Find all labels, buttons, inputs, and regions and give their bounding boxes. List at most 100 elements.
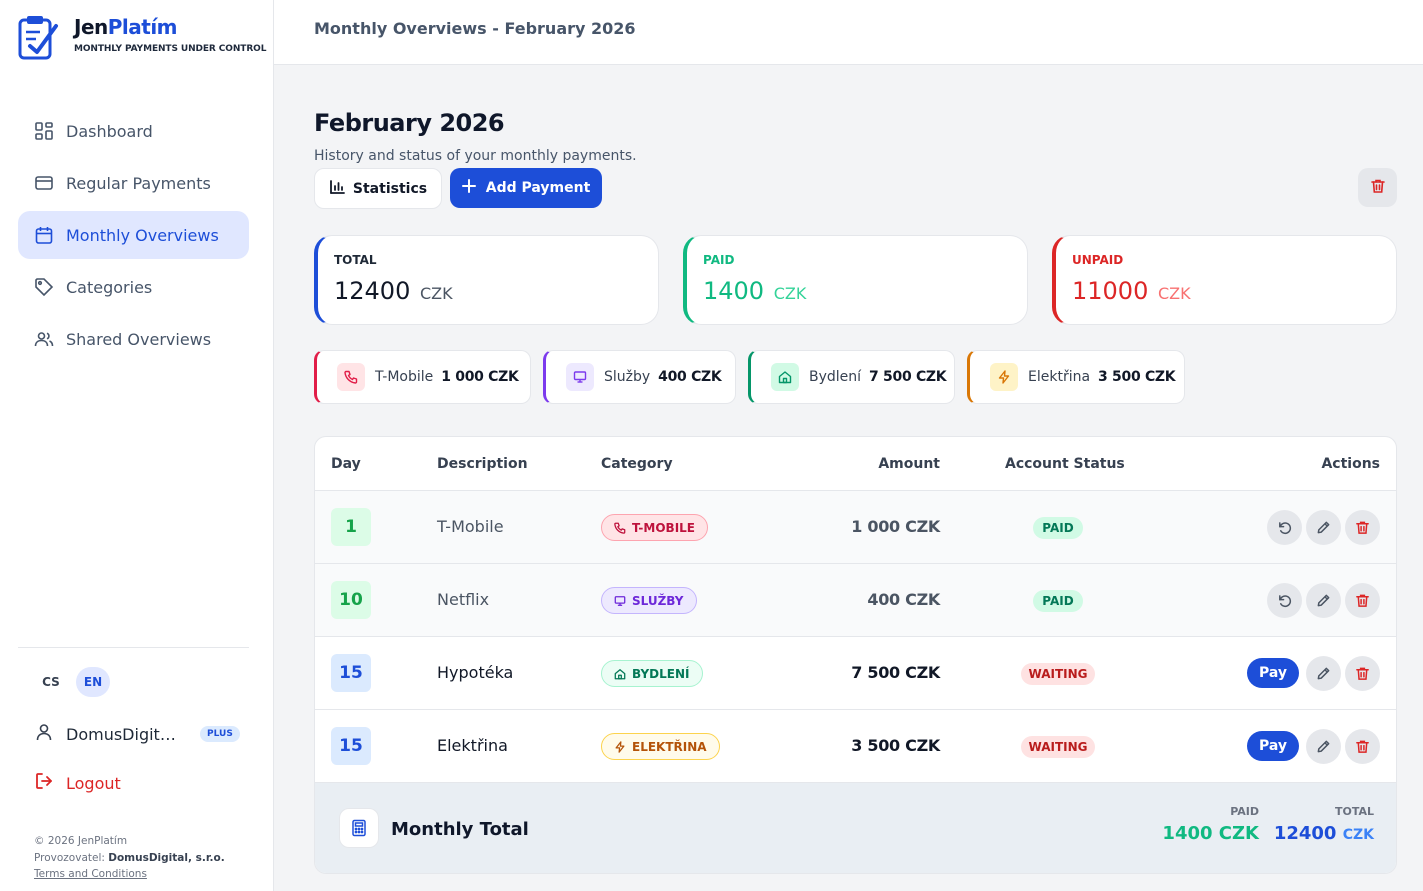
category-card-sluzby[interactable]: Služby 400 CZK [543,350,736,404]
monitor-icon [566,363,594,391]
edit-button[interactable] [1306,656,1341,691]
col-category: Category [601,456,673,472]
row-actions [1267,583,1380,618]
row-amount: 7 500 CZK [851,663,940,682]
row-description: T-Mobile [437,517,504,536]
operator-line: Provozovatel: DomusDigital, s.r.o. [34,851,225,864]
delete-button[interactable] [1345,583,1380,618]
delete-button[interactable] [1345,510,1380,545]
col-day: Day [331,456,361,472]
delete-overview-button[interactable] [1358,168,1397,207]
logout-button[interactable]: Logout [34,771,121,795]
total-card: TOTAL 12400 CZK [314,235,659,325]
pay-button[interactable]: Pay [1247,658,1299,688]
statistics-label: Statistics [352,180,428,197]
footer-paid-value: 1400 CZK [1162,823,1259,844]
add-payment-button[interactable]: Add Payment [450,168,602,208]
checklist-logo-icon [18,16,58,60]
row-actions [1267,510,1380,545]
table-header: Day Description Category Amount Account … [315,437,1396,491]
day-badge: 15 [331,654,371,692]
phone-icon [614,522,626,534]
trash-icon [1356,667,1369,680]
row-description: Netflix [437,590,490,609]
page-subtitle: History and status of your monthly payme… [314,148,637,164]
delete-button[interactable] [1345,729,1380,764]
edit-button[interactable] [1306,510,1341,545]
home-icon [771,363,799,391]
sidebar-item-label: Categories [66,277,153,297]
footer-total: TOTAL 12400 CZK [1274,805,1374,844]
sidebar-item-categories[interactable]: Categories [18,263,249,311]
home-icon [614,668,626,679]
category-card-tmobile[interactable]: T-Mobile 1 000 CZK [314,350,531,404]
undo-payment-button[interactable] [1267,510,1302,545]
category-badge: T-MOBILE [601,514,708,541]
category-badge: BYDLENÍ [601,660,703,687]
edit-button[interactable] [1306,729,1341,764]
statistics-button[interactable]: Statistics [314,168,442,209]
status-badge: WAITING [1021,663,1095,685]
table-row: 10 Netflix SLUŽBY 400 CZK PAID [315,564,1396,637]
undo-payment-button[interactable] [1267,583,1302,618]
status-badge: PAID [1033,517,1083,539]
total-value: 12400 CZK [334,277,453,305]
category-amount: 1 000 CZK [441,369,519,385]
lang-en-button[interactable]: EN [76,667,110,697]
col-description: Description [437,456,528,472]
pencil-icon [1317,667,1330,680]
logo[interactable]: JenPlatím MONTHLY PAYMENTS UNDER CONTROL [18,14,266,60]
logout-label: Logout [66,773,121,793]
day-badge: 15 [331,727,371,765]
category-name: Služby [604,369,651,385]
sidebar-item-label: Dashboard [66,121,153,141]
category-badge: SLUŽBY [601,587,697,614]
brand-name: JenPlatím [74,15,178,39]
lang-cs-button[interactable]: CS [42,675,60,689]
category-card-bydleni[interactable]: Bydlení 7 500 CZK [748,350,955,404]
sidebar-nav: Dashboard Regular Payments Monthly Overv… [18,107,249,367]
breadcrumb: Monthly Overviews - February 2026 [314,19,636,38]
footer-total-value: 12400 CZK [1273,823,1374,844]
unpaid-label: UNPAID [1072,253,1124,267]
sidebar-item-dashboard[interactable]: Dashboard [18,107,249,155]
monitor-icon [614,595,626,606]
delete-button[interactable] [1345,656,1380,691]
paid-label: PAID [703,253,735,267]
top-bar: Monthly Overviews - February 2026 [274,0,1423,65]
terms-link[interactable]: Terms and Conditions [34,868,147,880]
row-amount: 400 CZK [867,590,940,609]
status-badge: WAITING [1021,736,1095,758]
edit-button[interactable] [1306,583,1341,618]
footer-total-label: TOTAL [1334,805,1374,818]
logout-icon [34,771,54,795]
paid-value: 1400 CZK [703,277,807,305]
paid-card: PAID 1400 CZK [683,235,1028,325]
lightning-icon [615,740,625,753]
category-name: T-Mobile [375,369,434,385]
total-label: TOTAL [334,253,377,267]
col-status: Account Status [1005,456,1125,472]
sidebar-item-monthly-overviews[interactable]: Monthly Overviews [18,211,249,259]
pay-button[interactable]: Pay [1247,731,1299,761]
unpaid-card: UNPAID 11000 CZK [1052,235,1397,325]
trash-icon [1356,594,1369,607]
monthly-total-footer: Monthly Total PAID 1400 CZK TOTAL 12400 … [315,783,1396,873]
brand-tagline: MONTHLY PAYMENTS UNDER CONTROL [74,44,267,54]
page-title: February 2026 [314,109,505,137]
trash-icon [1356,740,1369,753]
category-card-elektrina[interactable]: Elektřina 3 500 CZK [967,350,1185,404]
lightning-icon [990,363,1018,391]
row-amount: 3 500 CZK [851,736,940,755]
phone-icon [337,363,365,391]
category-name: Bydlení [809,369,862,385]
user-name: DomusDigital s.r.o. [66,724,184,744]
col-actions: Actions [1321,456,1380,472]
category-amount: 3 500 CZK [1098,369,1176,385]
row-actions: Pay [1247,656,1380,691]
payments-table: Day Description Category Amount Account … [314,436,1397,874]
sidebar-item-regular-payments[interactable]: Regular Payments [18,159,249,207]
user-profile[interactable]: DomusDigital s.r.o. PLUS [34,722,244,746]
copyright: © 2026 JenPlatím [34,835,128,847]
sidebar-item-shared-overviews[interactable]: Shared Overviews [18,315,249,363]
